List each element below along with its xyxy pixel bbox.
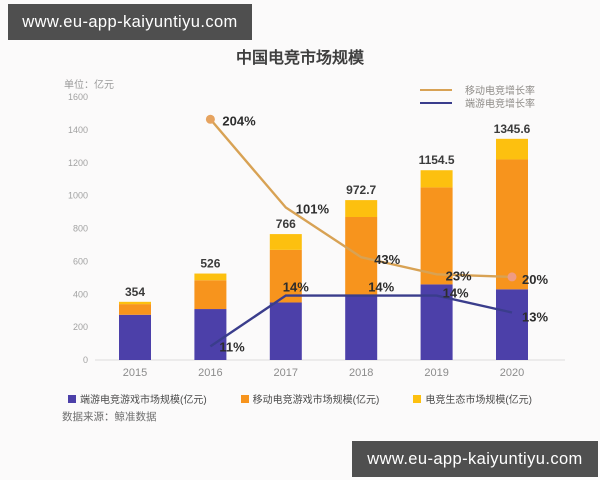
x-axis-tick-label: 2019 [424, 367, 448, 379]
x-axis-tick-label: 2016 [198, 367, 222, 379]
bar-segment [420, 170, 453, 188]
line-marker [507, 272, 517, 282]
bar-legend-item-mobile: 移动电竞游戏市场规模(亿元) [240, 391, 380, 406]
bar-segment [194, 309, 227, 360]
growth-rate-label: 20% [522, 272, 548, 287]
bar-total-label: 354 [125, 285, 145, 299]
bar-segment [496, 289, 528, 360]
x-axis-tick-label: 2020 [500, 367, 524, 379]
y-axis-tick-label: 1600 [68, 92, 88, 102]
ecosystem-market-swatch [413, 394, 422, 403]
y-axis-tick-label: 1400 [68, 125, 88, 135]
line-legend-item-client-growth: 端游电竞增长率 [420, 96, 535, 110]
line-legend-label: 端游电竞增长率 [465, 99, 535, 110]
bar-segment [345, 295, 378, 360]
bar-segment [119, 304, 151, 315]
bar-total-label: 766 [276, 217, 296, 231]
bar-segment [345, 200, 378, 217]
bar-total-label: 1154.5 [419, 153, 455, 167]
y-axis-tick-label: 200 [73, 322, 88, 332]
growth-rate-label: 23% [446, 268, 472, 283]
y-axis-tick-label: 1000 [68, 191, 88, 201]
growth-rate-label: 14% [283, 280, 309, 295]
bar-legend: 端游电竞游戏市场规模(亿元) 移动电竞游戏市场规模(亿元) 电竞生态市场规模(亿… [0, 391, 600, 406]
client-market-swatch [67, 394, 76, 403]
bar-segment [269, 302, 302, 360]
bar-segment [420, 187, 453, 285]
mobile-growth-line-swatch [420, 88, 452, 91]
bar-legend-label: 移动电竞游戏市场规模(亿元) [252, 395, 380, 406]
client-growth-line [209, 294, 513, 348]
bar-segment [194, 273, 227, 281]
x-axis-tick-label: 2018 [349, 367, 373, 379]
line-legend-item-mobile-growth: 移动电竞增长率 [420, 83, 535, 97]
bar-segment [269, 249, 302, 303]
growth-rate-label: 14% [368, 280, 394, 295]
y-axis-tick-label: 800 [73, 224, 88, 234]
bar-legend-item-ecosystem: 电竞生态市场规模(亿元) [413, 391, 532, 406]
data-source-note: 数据来源：鲸准数据 [62, 411, 157, 423]
bar-total-label: 972.7 [346, 183, 376, 197]
bar-total-label: 1345.6 [494, 122, 531, 136]
y-axis-tick-label: 1200 [68, 158, 88, 168]
bar-legend-item-client: 端游电竞游戏市场规模(亿元) [67, 391, 207, 406]
bar-segment [194, 280, 227, 310]
x-axis-tick-label: 2017 [274, 367, 298, 379]
chart-title: 中国电竞市场规模 [235, 50, 364, 67]
line-marker [205, 114, 215, 124]
bar-legend-label: 电竞生态市场规模(亿元) [425, 395, 532, 406]
growth-rate-label: 43% [374, 252, 400, 267]
growth-rate-label: 14% [443, 286, 469, 301]
y-axis-tick-label: 0 [83, 355, 88, 365]
line-legend: 移动电竞增长率 端游电竞增长率 [420, 83, 535, 110]
bar-legend-label: 端游电竞游戏市场规模(亿元) [79, 395, 207, 406]
bar-segment [496, 159, 528, 290]
line-legend-label: 移动电竞增长率 [465, 86, 535, 97]
bar-segment [119, 301, 151, 305]
bar-segment [269, 234, 302, 250]
y-axis-unit-label: 单位：亿元 [64, 80, 114, 91]
client-growth-line-swatch [420, 101, 452, 104]
growth-rate-label: 204% [222, 113, 256, 128]
y-axis-tick-label: 400 [73, 289, 88, 299]
bar-segment [496, 138, 528, 160]
bar-total-label: 526 [200, 257, 220, 271]
watermark-bottom-right: www.eu-app-kaiyuntiyu.com [352, 441, 598, 477]
growth-rate-label: 13% [522, 309, 548, 324]
mobile-growth-line [209, 118, 513, 279]
y-axis-tick-label: 600 [73, 256, 88, 266]
watermark-top-left: www.eu-app-kaiyuntiyu.com [8, 4, 252, 40]
mobile-market-swatch [240, 394, 249, 403]
x-axis-tick-label: 2015 [123, 367, 147, 379]
bar-segment [119, 314, 151, 360]
growth-rate-label: 11% [219, 339, 245, 354]
growth-rate-label: 101% [296, 202, 330, 217]
